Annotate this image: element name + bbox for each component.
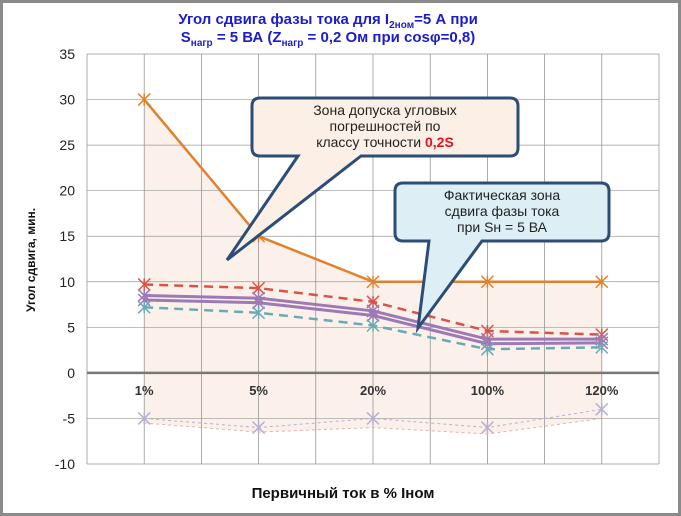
series-marker-5 (480, 421, 494, 435)
x-tick-label: 120% (585, 383, 619, 398)
y-tick-label: 35 (59, 46, 75, 62)
series-marker-4 (595, 340, 609, 354)
plot-area: 35 30 25 20 15 10 5 0 -5 -10 1% 5% 20% 100% 120% (55, 46, 660, 472)
callout-actual-box (393, 181, 611, 334)
series-marker-0 (366, 275, 380, 289)
series-marker-5 (137, 411, 151, 425)
series-marker-3 (252, 296, 266, 310)
series-marker-3 (366, 308, 380, 323)
series-marker-0 (480, 275, 494, 289)
y-tick-label: 10 (59, 274, 75, 290)
y-tick-label: -5 (63, 410, 76, 426)
series-marker-0 (595, 275, 609, 289)
series-marker-4 (137, 300, 151, 314)
series-marker-5 (366, 411, 380, 425)
y-tick-label: 0 (67, 365, 75, 381)
chart-title-line2: Sнагр = 5 ВА (Zнагр = 0,2 Ом при cosφ=0,… (180, 29, 476, 49)
series-marker-4 (480, 342, 494, 356)
y-tick-label: 5 (67, 319, 75, 335)
series-marker-5 (595, 402, 609, 416)
callout-tolerance-zone: Зона допуска угловых погрешностей по кла… (313, 102, 457, 150)
y-axis-label: Угол сдвига, мин. (24, 207, 38, 313)
x-tick-label: 1% (135, 383, 154, 398)
y-tick-label: 25 (59, 137, 75, 153)
series-marker-4 (366, 318, 380, 333)
series-marker-4 (252, 306, 266, 320)
x-tick-label: 100% (471, 383, 505, 398)
series-marker-1 (252, 281, 266, 295)
chart-title-line1: Угол сдвига фазы тока для I2ном=5 А при (178, 11, 478, 31)
y-tick-label: 15 (59, 228, 75, 244)
series-marker-1 (137, 277, 151, 292)
callout-actual-zone: Фактическая зона сдвига фазы тока при Sн… (443, 187, 561, 235)
series-marker-0 (137, 93, 151, 107)
x-axis-label: Первичный ток в % Iном (251, 485, 435, 502)
x-tick-label: 5% (249, 383, 268, 398)
callout-tolerance-box (225, 96, 520, 262)
x-tick-label: 20% (360, 383, 386, 398)
series-line-6 (144, 417, 602, 435)
y-tick-label: -10 (55, 456, 75, 472)
y-tick-label: 30 (59, 92, 75, 108)
y-tick-label: 20 (59, 183, 75, 199)
